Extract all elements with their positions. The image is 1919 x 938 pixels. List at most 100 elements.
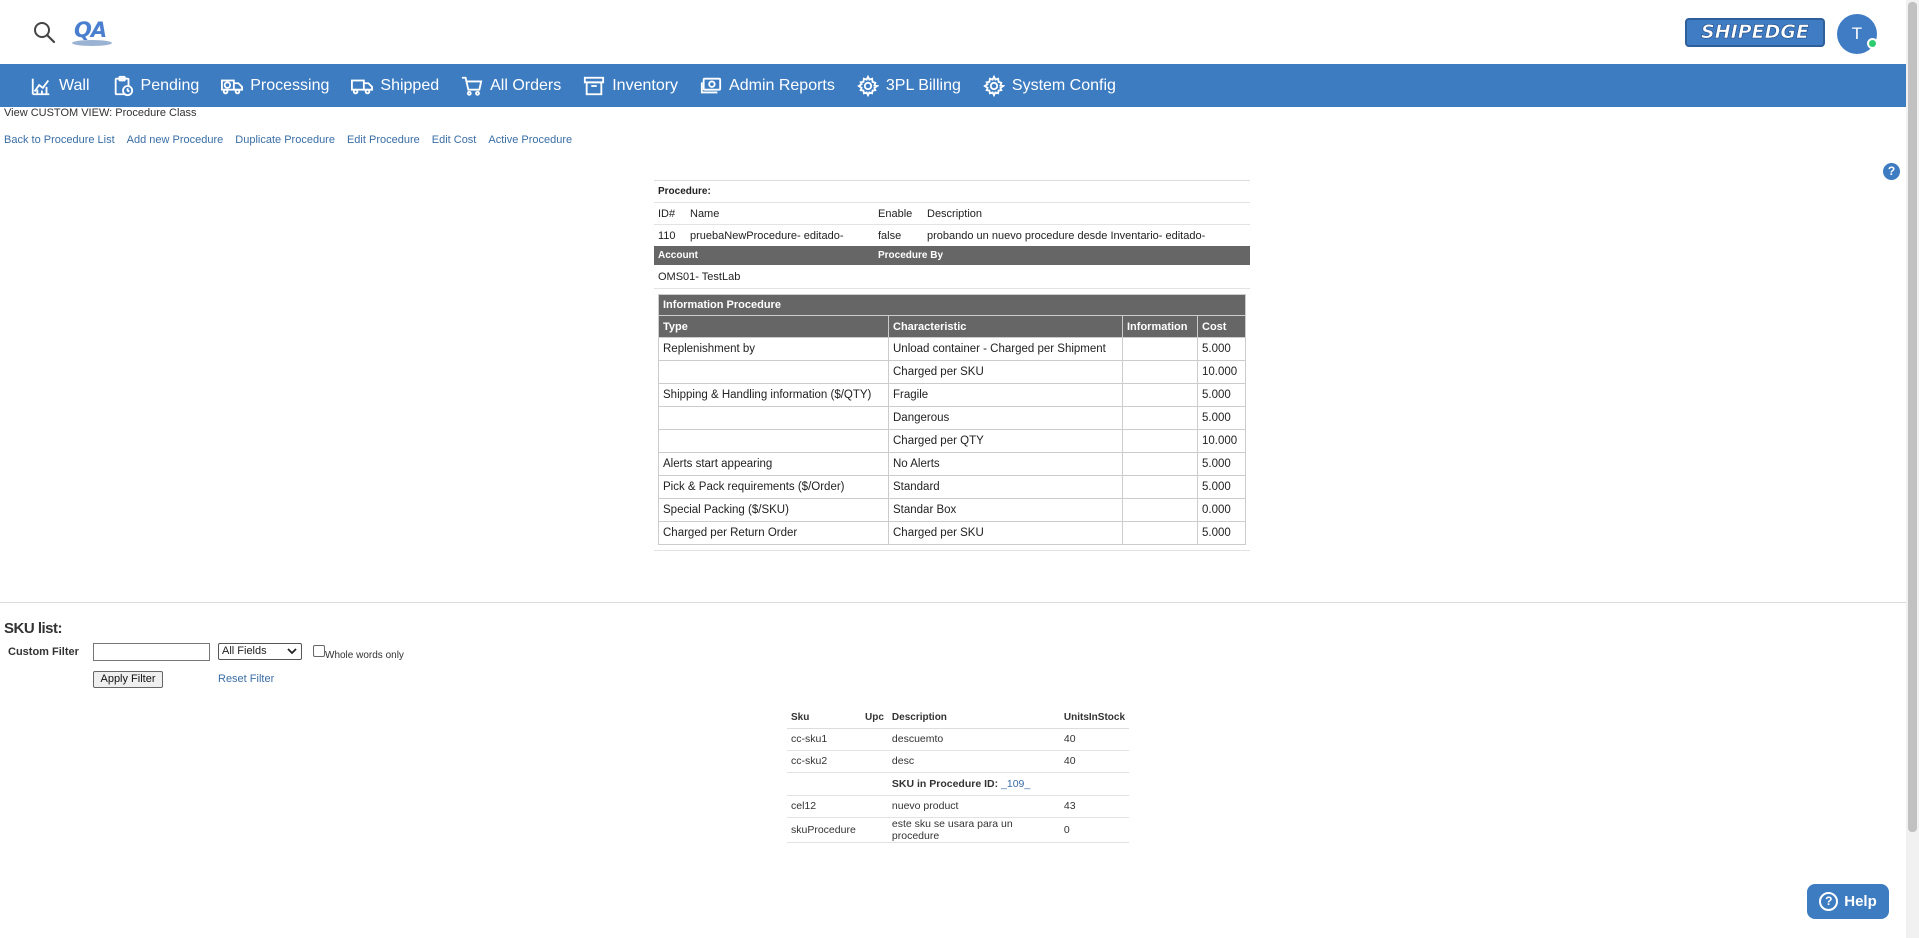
- shipedge-logo: SHIPEDGE: [1685, 18, 1825, 47]
- cell-type: [658, 406, 889, 430]
- cell-upc: [861, 728, 888, 751]
- cell-information: [1122, 521, 1198, 545]
- scrollbar-thumb[interactable]: [1908, 2, 1917, 832]
- nav-pending[interactable]: Pending: [112, 64, 199, 107]
- cell-characteristic: Dangerous: [888, 406, 1123, 430]
- duplicate-procedure-link[interactable]: Duplicate Procedure: [235, 134, 335, 146]
- cell-description: nuevo product: [887, 795, 1060, 818]
- view-title: View CUSTOM VIEW: Procedure Class: [4, 107, 197, 119]
- nav-all-orders[interactable]: All Orders: [461, 64, 561, 107]
- nav-label: System Config: [1011, 76, 1116, 94]
- header-type: Type: [658, 315, 889, 338]
- active-procedure-link[interactable]: Active Procedure: [488, 134, 573, 146]
- cell-information: [1122, 475, 1198, 499]
- cell-characteristic: Standard: [888, 475, 1123, 499]
- table-row: Dangerous 5.000: [658, 406, 1246, 430]
- edit-cost-link[interactable]: Edit Cost: [431, 134, 477, 146]
- gear-icon: [857, 74, 879, 97]
- cell-characteristic: No Alerts: [888, 452, 1123, 476]
- nav-label: Admin Reports: [729, 76, 835, 94]
- online-status-dot: [1867, 38, 1878, 49]
- reset-filter-link[interactable]: Reset Filter: [218, 673, 275, 685]
- truck-icon: [351, 79, 374, 94]
- archive-icon: [584, 76, 605, 95]
- cell-information: [1122, 337, 1198, 361]
- edit-procedure-link[interactable]: Edit Procedure: [346, 134, 420, 146]
- cell-sku: skuProcedure: [787, 817, 861, 843]
- procedure-header-row: ID# Name Enable Description: [654, 202, 1250, 224]
- cell-type: [658, 360, 889, 384]
- cell-information: [1122, 429, 1198, 453]
- table-caption-row: Information Procedure: [658, 294, 1246, 316]
- procedure-by-header: Procedure By: [878, 250, 944, 261]
- cell-information: [1122, 360, 1198, 384]
- procedure-actions: Back to Procedure List Add new Procedure…: [4, 134, 584, 146]
- table-row: Replenishment by Unload container - Charg…: [658, 337, 1246, 361]
- header-id: ID#: [658, 208, 676, 220]
- procedure-label: Procedure:: [654, 180, 1250, 202]
- cell-type: Charged per Return Order: [658, 521, 889, 545]
- nav-processing[interactable]: Processing: [221, 64, 329, 107]
- nav-label: Shipped: [380, 76, 440, 94]
- cell-information: [1122, 406, 1198, 430]
- nav-inventory[interactable]: Inventory: [583, 64, 678, 107]
- nav-3pl-billing[interactable]: 3PL Billing: [857, 64, 961, 107]
- whole-words-label: Whole words only: [325, 650, 404, 661]
- cell-cost: 5.000: [1197, 406, 1246, 430]
- cell-cost: 5.000: [1197, 521, 1246, 545]
- nav-label: All Orders: [490, 76, 562, 94]
- cell-cost: 10.000: [1197, 360, 1246, 384]
- nav-wall[interactable]: Wall: [30, 64, 90, 107]
- cell-characteristic: Charged per SKU: [888, 521, 1123, 545]
- custom-filter-input[interactable]: [93, 643, 210, 661]
- table-row: cc-sku1 descuemto 40: [787, 728, 1130, 751]
- cell-description: este sku se usara para un procedure: [887, 817, 1060, 843]
- sku-list-title: SKU list:: [4, 620, 63, 637]
- cell-upc: [861, 750, 888, 773]
- cell-type: Replenishment by: [658, 337, 889, 361]
- cell-sku: cc-sku2: [787, 750, 861, 773]
- cart-icon: [462, 76, 483, 96]
- money-icon: [700, 77, 722, 93]
- nav-admin-reports[interactable]: Admin Reports: [700, 64, 835, 107]
- back-to-procedure-list-link[interactable]: Back to Procedure List: [4, 134, 115, 146]
- cell-sku: cel12: [787, 795, 861, 818]
- nav-label: Inventory: [612, 76, 679, 94]
- table-row: Shipping & Handling information ($/QTY) F…: [658, 383, 1246, 407]
- cell-type: Shipping & Handling information ($/QTY): [658, 383, 889, 407]
- header-sku: Sku: [787, 708, 861, 729]
- custom-filter-label: Custom Filter: [8, 646, 79, 658]
- field-select[interactable]: All Fields: [218, 643, 302, 660]
- qa-logo[interactable]: QA: [72, 18, 112, 46]
- cell-upc: [861, 795, 888, 818]
- nav-shipped[interactable]: Shipped: [351, 64, 439, 107]
- top-header: QA SHIPEDGE T: [0, 0, 1906, 64]
- nav-system-config[interactable]: System Config: [983, 64, 1116, 107]
- cell-characteristic: Unload container - Charged per Shipment: [888, 337, 1123, 361]
- account-header-row: Account Procedure By: [654, 246, 1250, 265]
- cell-characteristic: Charged per SKU: [888, 360, 1123, 384]
- search-icon[interactable]: [32, 20, 56, 44]
- nav-label: Processing: [250, 76, 330, 94]
- nav-label: Wall: [59, 76, 90, 94]
- main-nav: Wall Pending Processing Shipped All Orde…: [0, 64, 1906, 107]
- table-row: Charged per QTY 10.000: [658, 429, 1246, 453]
- help-button[interactable]: ? Help: [1807, 884, 1889, 919]
- procedure-name: pruebaNewProcedure- editado-: [690, 230, 844, 242]
- header-name: Name: [690, 208, 720, 220]
- whole-words-checkbox[interactable]: [313, 645, 325, 657]
- add-new-procedure-link[interactable]: Add new Procedure: [126, 134, 224, 146]
- section-divider: [0, 602, 1906, 603]
- account-value: OMS01- TestLab: [654, 265, 1250, 289]
- table-row: Special Packing ($/SKU) Standar Box 0.000: [658, 498, 1246, 522]
- help-circle-icon[interactable]: ?: [1883, 163, 1900, 180]
- table-caption: Information Procedure: [658, 294, 1246, 316]
- cell-cost: 0.000: [1197, 498, 1246, 522]
- procedure-id-link[interactable]: _109_: [1001, 777, 1031, 790]
- apply-filter-button[interactable]: Apply Filter: [93, 671, 163, 688]
- table-row: Alerts start appearing No Alerts 5.000: [658, 452, 1246, 476]
- field-select-value: All Fields: [222, 645, 267, 657]
- cell-description: desc: [887, 750, 1060, 773]
- table-row: cc-sku2 desc 40: [787, 750, 1130, 773]
- cell-cost: 10.000: [1197, 429, 1246, 453]
